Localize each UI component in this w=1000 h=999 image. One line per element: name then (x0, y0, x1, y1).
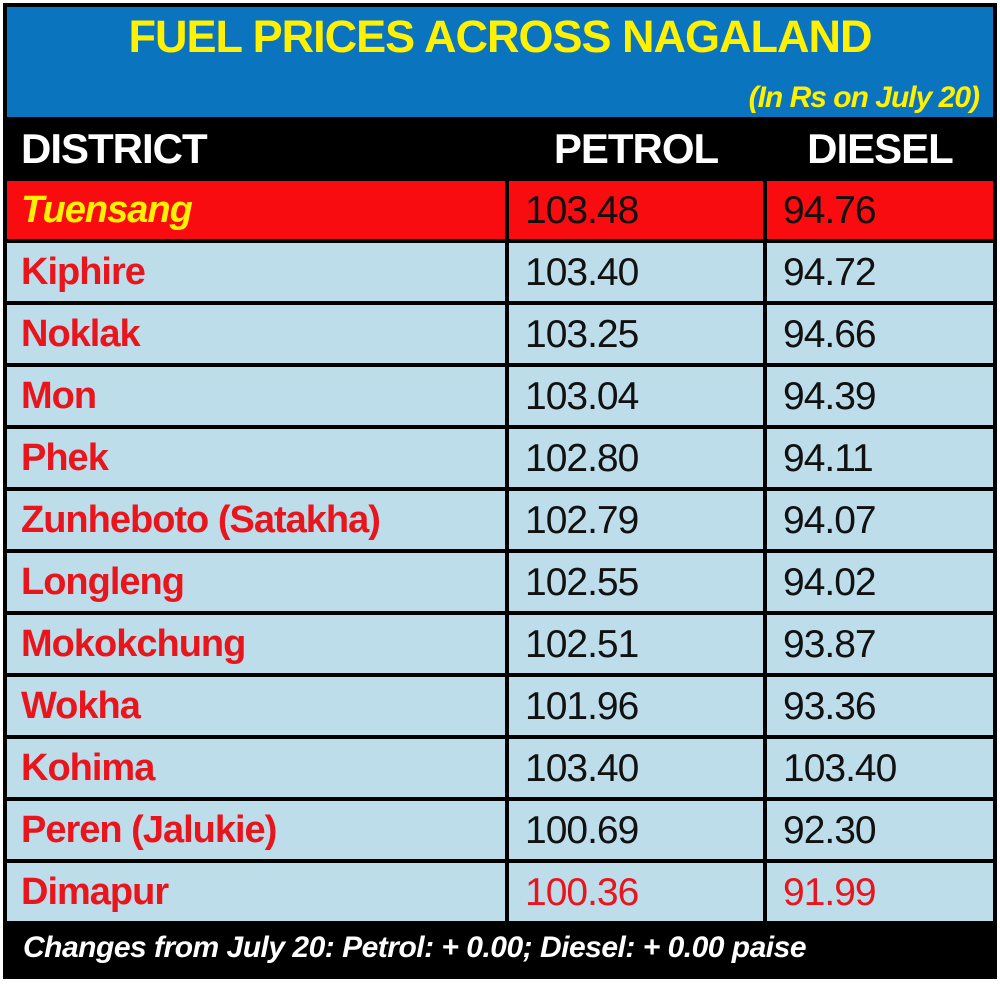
date-note: (In Rs on July 20) (748, 81, 980, 114)
petrol-price: 103.04 (509, 367, 763, 425)
diesel-price: 94.02 (767, 553, 993, 611)
table-row-kohima: Kohima 103.40 103.40 (7, 739, 993, 797)
diesel-price: 103.40 (767, 739, 993, 797)
page-title: FUEL PRICES ACROSS NAGALAND (128, 11, 872, 62)
column-header-diesel: DIESEL (807, 125, 954, 172)
table-row-peren: Peren (Jalukie) 100.69 92.30 (7, 801, 993, 859)
diesel-price: 94.07 (767, 491, 993, 549)
table-row-mokokchung: Mokokchung 102.51 93.87 (7, 615, 993, 673)
district-name: Kiphire (7, 243, 505, 301)
district-name: Noklak (7, 305, 505, 363)
diesel-price: 91.99 (767, 863, 993, 921)
diesel-price: 93.36 (767, 677, 993, 735)
district-name: Phek (7, 429, 505, 487)
petrol-price: 101.96 (509, 677, 763, 735)
district-name: Mon (7, 367, 505, 425)
column-header-petrol: PETROL (553, 125, 719, 172)
diesel-price: 92.30 (767, 801, 993, 859)
table-body: Tuensang 103.48 94.76 Kiphire 103.40 94.… (7, 181, 993, 921)
petrol-price: 100.69 (509, 801, 763, 859)
table-row-phek: Phek 102.80 94.11 (7, 429, 993, 487)
changes-footnote: Changes from July 20: Petrol: + 0.00; Di… (7, 921, 993, 975)
petrol-price: 102.55 (509, 553, 763, 611)
petrol-price: 103.25 (509, 305, 763, 363)
table-row-noklak: Noklak 103.25 94.66 (7, 305, 993, 363)
diesel-price: 94.11 (767, 429, 993, 487)
petrol-price: 103.48 (509, 181, 763, 239)
petrol-price: 103.40 (509, 243, 763, 301)
fuel-price-table: FUEL PRICES ACROSS NAGALAND (In Rs on Ju… (3, 3, 997, 979)
district-name: Kohima (7, 739, 505, 797)
table-row-tuensang: Tuensang 103.48 94.76 (7, 181, 993, 239)
district-name: Dimapur (7, 863, 505, 921)
diesel-price: 94.72 (767, 243, 993, 301)
district-name: Tuensang (7, 181, 505, 239)
diesel-price: 94.76 (767, 181, 993, 239)
table-row-dimapur: Dimapur 100.36 91.99 (7, 863, 993, 921)
district-name: Mokokchung (7, 615, 505, 673)
district-name: Wokha (7, 677, 505, 735)
table-row-wokha: Wokha 101.96 93.36 (7, 677, 993, 735)
diesel-price: 94.66 (767, 305, 993, 363)
table-row-kiphire: Kiphire 103.40 94.72 (7, 243, 993, 301)
table-row-mon: Mon 103.04 94.39 (7, 367, 993, 425)
petrol-price: 102.79 (509, 491, 763, 549)
petrol-price: 102.80 (509, 429, 763, 487)
title-banner: FUEL PRICES ACROSS NAGALAND (In Rs on Ju… (7, 7, 993, 117)
table-row-zunheboto: Zunheboto (Satakha) 102.79 94.07 (7, 491, 993, 549)
column-header-district: DISTRICT (21, 125, 208, 172)
table-row-longleng: Longleng 102.55 94.02 (7, 553, 993, 611)
table-header-row: DISTRICT PETROL DIESEL (7, 117, 993, 181)
district-name: Longleng (7, 553, 505, 611)
district-name: Zunheboto (Satakha) (7, 491, 505, 549)
petrol-price: 100.36 (509, 863, 763, 921)
petrol-price: 102.51 (509, 615, 763, 673)
district-name: Peren (Jalukie) (7, 801, 505, 859)
diesel-price: 94.39 (767, 367, 993, 425)
petrol-price: 103.40 (509, 739, 763, 797)
diesel-price: 93.87 (767, 615, 993, 673)
